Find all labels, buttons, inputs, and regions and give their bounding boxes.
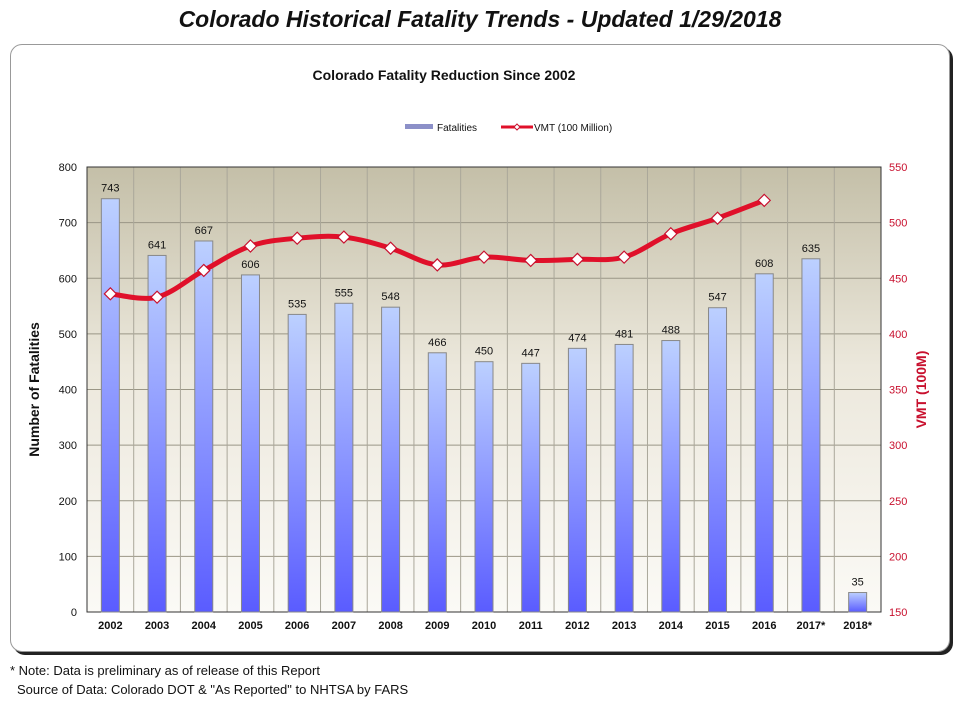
y2-tick-label: 200 (889, 551, 907, 563)
x-tick-label: 2005 (238, 620, 262, 632)
bar-2008 (381, 306, 401, 613)
y2-tick-label: 550 (889, 162, 907, 174)
bar-value-label: 481 (615, 328, 633, 340)
bar-2011 (521, 362, 541, 613)
x-tick-label: 2014 (659, 620, 684, 632)
y2-tick-label: 250 (889, 496, 907, 508)
bar-value-label: 555 (335, 287, 353, 299)
y-tick-label: 100 (59, 551, 77, 563)
x-tick-label: 2006 (285, 620, 309, 632)
x-tick-label: 2011 (519, 620, 543, 632)
bar-2003 (147, 254, 167, 613)
vmt-marker (757, 193, 772, 208)
combo-chart: Colorado Fatality Reduction Since 2002 0… (26, 67, 929, 632)
y-tick-label: 0 (71, 607, 77, 619)
y2-axis-label: VMT (100M) (913, 351, 929, 429)
vmt-marker (523, 253, 538, 268)
bar-value-label: 606 (241, 259, 259, 271)
y-tick-label: 600 (59, 273, 77, 285)
vmt-marker (430, 258, 445, 272)
bar-value-label: 466 (428, 337, 446, 349)
x-tick-label: 2017* (797, 620, 826, 632)
y-tick-label: 300 (59, 440, 77, 452)
chart-frame: Colorado Fatality Reduction Since 2002 0… (10, 44, 950, 652)
x-tick-label: 2007 (332, 620, 356, 632)
bar-value-label: 35 (852, 577, 864, 589)
x-tick-label: 2009 (425, 620, 449, 632)
bar-value-label: 548 (381, 291, 399, 303)
x-tick-label: 2013 (612, 620, 636, 632)
legend-fatalities-swatch (405, 124, 433, 129)
vmt-marker (243, 239, 258, 253)
bar-value-label: 535 (288, 298, 306, 310)
bar-value-label: 635 (802, 243, 820, 255)
vmt-marker (663, 226, 678, 241)
x-tick-label: 2015 (705, 620, 729, 632)
bar-value-label: 743 (101, 183, 119, 195)
x-tick-label: 2012 (565, 620, 589, 632)
x-tick-label: 2004 (192, 620, 217, 632)
y2-tick-label: 400 (889, 329, 907, 341)
x-tick-label: 2010 (472, 620, 496, 632)
x-tick-label: 2008 (378, 620, 402, 632)
bar-2017* (801, 258, 821, 613)
bar-value-label: 450 (475, 346, 493, 358)
bar-2006 (287, 313, 307, 613)
vmt-marker (617, 250, 631, 264)
y2-tick-label: 450 (889, 273, 907, 285)
y-tick-label: 700 (59, 218, 77, 230)
bar-2013 (614, 343, 634, 613)
vmt-marker (477, 250, 491, 264)
y2-tick-label: 500 (889, 218, 907, 230)
y2-tick-label: 300 (889, 440, 907, 452)
vmt-marker (710, 211, 725, 226)
bar-value-label: 474 (568, 332, 586, 344)
x-tick-label: 2016 (752, 620, 776, 632)
vmt-marker (570, 252, 585, 267)
bar-value-label: 667 (195, 225, 213, 237)
vmt-marker (196, 263, 211, 278)
bar-2015 (708, 307, 728, 613)
bar-value-label: 547 (708, 292, 726, 304)
bar-2002 (100, 198, 120, 613)
page-title: Colorado Historical Fatality Trends - Up… (178, 6, 782, 32)
bar-2018* (848, 592, 868, 613)
bar-2016 (754, 273, 774, 613)
chart-title: Colorado Fatality Reduction Since 2002 (313, 67, 576, 83)
bar-value-label: 641 (148, 239, 166, 251)
bar-2007 (334, 302, 354, 613)
bar-2009 (427, 352, 447, 613)
y-tick-label: 500 (59, 329, 77, 341)
y-tick-label: 800 (59, 162, 77, 174)
vmt-marker (337, 230, 351, 244)
x-tick-label: 2002 (98, 620, 122, 632)
x-tick-label: 2003 (145, 620, 169, 632)
vmt-marker (383, 241, 398, 256)
note-preliminary: * Note: Data is preliminary as of releas… (10, 663, 320, 678)
y-axis-label: Number of Fatalities (26, 322, 42, 457)
legend-fatalities-label: Fatalities (437, 123, 477, 134)
bar-2012 (567, 347, 587, 613)
bar-2014 (661, 340, 681, 613)
x-tick-label: 2018* (843, 620, 872, 632)
vmt-marker (290, 231, 305, 246)
vmt-marker (103, 286, 118, 301)
legend-vmt-label: VMT (100 Million) (534, 123, 612, 134)
y2-tick-label: 150 (889, 607, 907, 619)
bar-value-label: 447 (522, 347, 540, 359)
y-tick-label: 200 (59, 496, 77, 508)
y2-tick-label: 350 (889, 385, 907, 397)
bar-2004 (194, 240, 214, 613)
bar-value-label: 488 (662, 325, 680, 337)
bar-2005 (240, 274, 260, 613)
bar-value-label: 608 (755, 258, 773, 270)
bar-2010 (474, 361, 494, 613)
note-source: Source of Data: Colorado DOT & "As Repor… (17, 682, 409, 697)
y-tick-label: 400 (59, 385, 77, 397)
vmt-marker (150, 290, 164, 305)
legend-vmt-marker (513, 123, 521, 131)
